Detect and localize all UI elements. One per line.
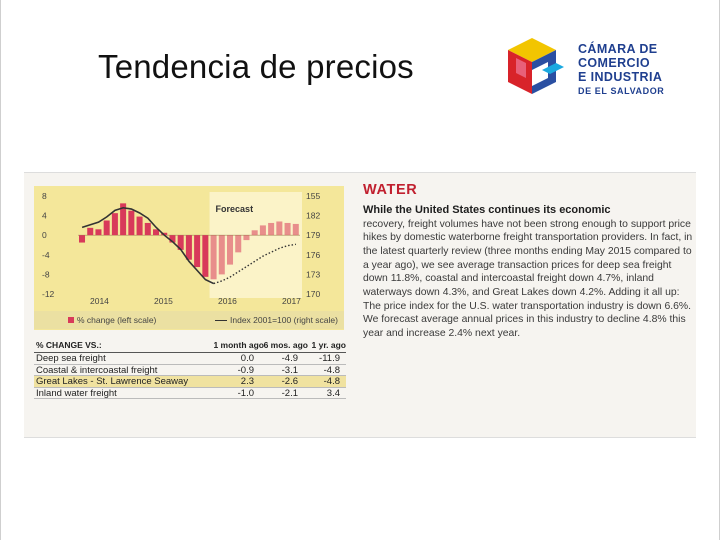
chart-bar: [185, 235, 192, 260]
chart-bar: [136, 216, 143, 236]
table-header-cell: 1 month ago: [213, 340, 264, 350]
chart-bar: [120, 203, 127, 236]
chart-bar: [284, 222, 291, 236]
right-axis-tick: 173: [306, 269, 320, 279]
chart-bar: [87, 227, 94, 236]
article-body: recovery, freight volumes have not been …: [363, 218, 693, 340]
table-cell: -4.8: [323, 376, 340, 387]
table-cell: 2.3: [240, 376, 254, 387]
article-heading: WATER: [363, 182, 418, 198]
table-row: Inland water freight -1.0 -2.1 3.4: [34, 387, 346, 399]
chart-bar: [79, 235, 86, 243]
table-cell: -4.9: [281, 353, 298, 364]
chart-bar: [202, 235, 209, 277]
table-header: % CHANGE VS.: 1 month ago 6 mos. ago 1 y…: [34, 340, 346, 353]
x-axis-tick: 2016: [218, 296, 237, 306]
table-row: Great Lakes - St. Lawrence Seaway 2.3 -2…: [34, 376, 346, 388]
chart-bar: [111, 213, 118, 236]
chart-bar: [243, 235, 250, 241]
chart-bar: [268, 222, 275, 236]
chart-bar: [276, 221, 283, 236]
left-axis-tick: -4: [42, 250, 50, 260]
table-header-cell: 1 yr. ago: [311, 340, 347, 350]
right-axis-tick: 155: [306, 191, 320, 201]
logo-cube-mark: [508, 38, 564, 94]
right-axis-tick: 179: [306, 230, 320, 240]
chart-bar: [144, 222, 151, 236]
logo-line-3: E INDUSTRIA: [578, 70, 663, 84]
chart-bar: [95, 229, 102, 236]
article-lead: While the United States continues its ec…: [363, 204, 611, 216]
left-axis-tick: 8: [42, 191, 47, 201]
table-row: Deep sea freight 0.0 -4.9 -11.9: [34, 353, 346, 365]
logo-text: CÁMARA DE COMERCIO E INDUSTRIA DE EL SAL…: [578, 42, 664, 98]
table-header-cell: % CHANGE VS.:: [36, 340, 102, 350]
table-cell: 0.0: [240, 353, 254, 364]
logo-cube-accent: [542, 63, 564, 74]
right-axis-tick: 170: [306, 289, 320, 299]
chamber-logo: [508, 38, 564, 94]
logo-line-1: CÁMARA DE: [578, 42, 658, 56]
logo-line-4: DE EL SALVADOR: [578, 86, 665, 96]
chart-bar: [251, 230, 258, 236]
legend-line-swatch: [215, 320, 227, 321]
legend-bar-swatch: [68, 317, 74, 323]
chart-bar: [153, 229, 160, 236]
left-axis-tick: 0: [42, 230, 47, 240]
table-cell: -2.6: [281, 376, 298, 387]
change-table: % CHANGE VS.: 1 month ago 6 mos. ago 1 y…: [34, 340, 346, 399]
left-axis-tick: -8: [42, 269, 50, 279]
logo-cube-shade: [516, 58, 526, 78]
chart-bar: [227, 235, 234, 265]
table-cell: Great Lakes - St. Lawrence Seaway: [36, 376, 189, 387]
left-axis-tick: -12: [42, 289, 55, 299]
legend-bar-label: % change (left scale): [77, 315, 157, 325]
chart-bar: [128, 210, 135, 236]
chart-bar: [161, 232, 168, 236]
chart-bar: [292, 223, 299, 236]
chart-bar: [235, 235, 242, 253]
chart-bar: [259, 225, 266, 236]
legend-line-label: Index 2001=100 (right scale): [230, 315, 338, 325]
chart-bar: [194, 235, 201, 268]
forecast-label: Forecast: [216, 204, 254, 214]
table-cell: -4.8: [323, 364, 340, 376]
logo-line-2: COMERCIO: [578, 56, 650, 70]
x-axis-tick: 2015: [154, 296, 173, 306]
table-cell: Coastal & intercoastal freight: [36, 364, 158, 376]
price-trend-chart: 8 4 0 -4 -8 -12 155 182 179 176 173 170 2014 2015 2016…: [42, 191, 320, 306]
table-cell: Deep sea freight: [36, 353, 106, 364]
table-row: Coastal & intercoastal freight -0.9 -3.1…: [34, 364, 346, 376]
x-axis-tick: 2017: [282, 296, 301, 306]
chart-legend: % change (left scale) Index 2001=100 (ri…: [34, 311, 344, 329]
table-cell: Inland water freight: [36, 387, 117, 399]
table-cell: -1.0: [237, 387, 254, 399]
right-axis-tick: 182: [306, 211, 320, 221]
forecast-region: [209, 192, 302, 298]
chart-bar: [177, 235, 184, 250]
left-axis-tick: 4: [42, 211, 47, 221]
logo-cube-window: [532, 62, 548, 86]
article: WATER While the United States continues …: [363, 182, 693, 341]
index-line-actual: [81, 206, 215, 285]
table-cell: -0.9: [237, 364, 254, 376]
table-cell: -2.1: [281, 387, 298, 399]
table-header-cell: 6 mos. ago: [263, 340, 308, 350]
chart-bar: [210, 235, 217, 280]
chart-bar: [169, 235, 176, 243]
right-axis-tick: 176: [306, 250, 320, 260]
table-cell: -11.9: [319, 353, 340, 364]
index-line-forecast: [213, 243, 296, 285]
table-cell: -3.1: [281, 364, 298, 376]
table-cell: 3.4: [326, 387, 340, 399]
chart-bar: [103, 220, 110, 236]
chart-bar: [218, 235, 225, 275]
slide-title: Tendencia de precios: [98, 48, 414, 85]
x-axis-tick: 2014: [90, 296, 109, 306]
